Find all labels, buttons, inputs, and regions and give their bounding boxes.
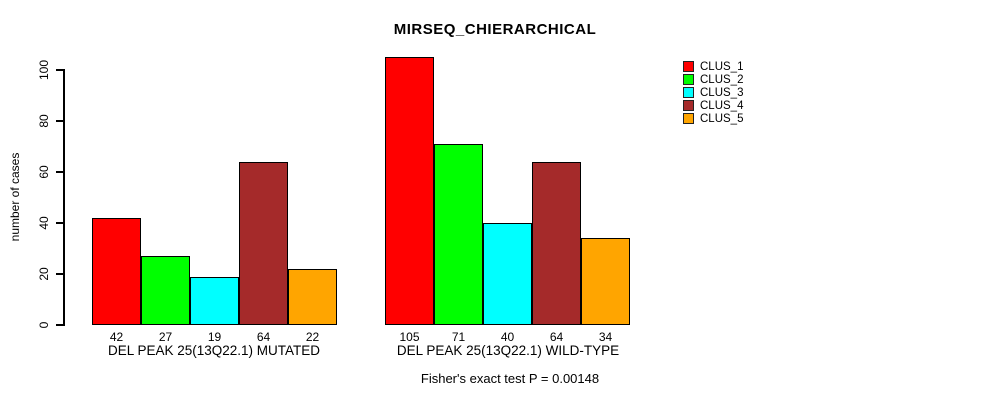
y-tick-label: 80 bbox=[37, 114, 51, 128]
legend-item-clus_5: CLUS_5 bbox=[683, 112, 743, 125]
fisher-test-annotation: Fisher's exact test P = 0.00148 bbox=[420, 371, 600, 386]
y-tick bbox=[56, 273, 63, 275]
legend-item-clus_3: CLUS_3 bbox=[683, 86, 743, 99]
bar-clus_5-group0 bbox=[288, 269, 337, 325]
bar-value-label: 34 bbox=[598, 330, 613, 344]
y-tick-label: 40 bbox=[37, 216, 51, 230]
bar-value-label: 22 bbox=[305, 330, 320, 344]
y-tick-label: 20 bbox=[37, 267, 51, 281]
legend-swatch bbox=[683, 113, 694, 124]
legend-label: CLUS_1 bbox=[700, 60, 744, 73]
y-tick-label: 60 bbox=[37, 165, 51, 179]
y-axis-title: number of cases bbox=[8, 152, 22, 242]
bar-value-label: 71 bbox=[451, 330, 466, 344]
bar-clus_3-group0 bbox=[190, 277, 239, 325]
y-tick-label: 0 bbox=[37, 321, 51, 329]
bar-clus_2-group0 bbox=[141, 256, 190, 325]
legend-swatch bbox=[683, 74, 694, 85]
bar-value-label: 64 bbox=[549, 330, 564, 344]
bar-clus_1-group1 bbox=[385, 57, 434, 325]
bar-value-label: 19 bbox=[207, 330, 222, 344]
legend-label: CLUS_3 bbox=[700, 86, 744, 99]
y-tick bbox=[56, 69, 63, 71]
bar-clus_4-group0 bbox=[239, 162, 288, 325]
bar-value-label: 40 bbox=[500, 330, 515, 344]
bar-clus_5-group1 bbox=[581, 238, 630, 325]
legend: CLUS_1 CLUS_2 CLUS_3 CLUS_4 CLUS_5 bbox=[683, 60, 743, 125]
legend-swatch bbox=[683, 100, 694, 111]
y-tick-label: 100 bbox=[37, 59, 51, 81]
y-tick bbox=[56, 171, 63, 173]
y-tick bbox=[56, 120, 63, 122]
legend-item-clus_1: CLUS_1 bbox=[683, 60, 743, 73]
legend-label: CLUS_2 bbox=[700, 73, 744, 86]
group-label-wildtype: DEL PEAK 25(13Q22.1) WILD-TYPE bbox=[396, 343, 620, 358]
legend-item-clus_4: CLUS_4 bbox=[683, 99, 743, 112]
chart-title: MIRSEQ_CHIERARCHICAL bbox=[393, 21, 597, 38]
bar-clus_4-group1 bbox=[532, 162, 581, 325]
bar-value-label: 64 bbox=[256, 330, 271, 344]
bar-value-label: 42 bbox=[109, 330, 124, 344]
bar-clus_2-group1 bbox=[434, 144, 483, 325]
legend-label: CLUS_5 bbox=[700, 112, 744, 125]
legend-label: CLUS_4 bbox=[700, 99, 744, 112]
bar-clus_1-group0 bbox=[92, 218, 141, 325]
legend-swatch bbox=[683, 61, 694, 72]
y-axis-line bbox=[63, 69, 65, 326]
legend-item-clus_2: CLUS_2 bbox=[683, 73, 743, 86]
bar-value-label: 27 bbox=[158, 330, 173, 344]
group-label-mutated: DEL PEAK 25(13Q22.1) MUTATED bbox=[107, 343, 321, 358]
y-tick bbox=[56, 324, 63, 326]
bar-clus_3-group1 bbox=[483, 223, 532, 325]
y-tick bbox=[56, 222, 63, 224]
legend-swatch bbox=[683, 87, 694, 98]
bar-value-label: 105 bbox=[399, 330, 420, 344]
